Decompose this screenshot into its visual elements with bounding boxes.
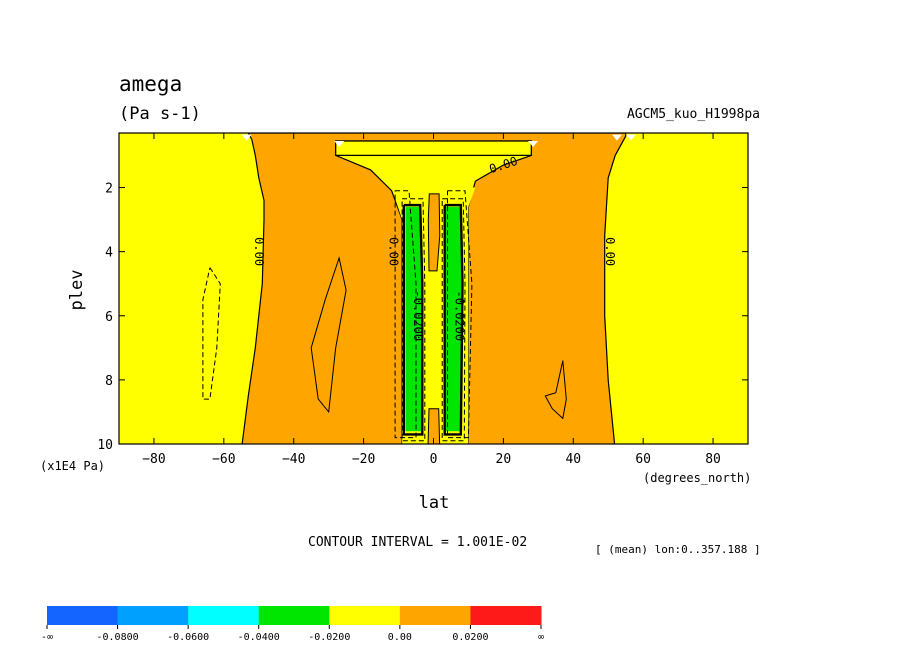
contour-label: 0.00	[603, 237, 617, 266]
top-marker-3	[611, 134, 622, 141]
contour-dashed-left-blob	[202, 267, 221, 400]
x-axis-label: lat	[419, 493, 450, 513]
contour-dashed-outer-left	[394, 190, 417, 439]
y-tick-label: 2	[105, 182, 113, 197]
colorbar-swatch	[329, 606, 401, 625]
contour-thick-left	[402, 203, 424, 436]
mean-info: [ (mean) lon:0..357.188 ]	[595, 543, 761, 556]
contour-thick-right	[443, 203, 464, 436]
y-axis-unit: (x1E4 Pa)	[40, 459, 105, 473]
x-tick-label: −80	[142, 452, 165, 467]
x-axis-unit: (degrees_north)	[643, 471, 751, 485]
contour-label: -0.0200	[453, 291, 467, 342]
colorbar-label: 0.0200	[452, 632, 488, 643]
y-tick-label: 10	[97, 438, 113, 453]
contour-label: -0.0200	[411, 291, 425, 342]
region-top-cap	[335, 140, 532, 156]
colorbar-label: -∞	[41, 632, 53, 643]
dataset-label: AGCM5_kuo_H1998pa	[627, 107, 760, 122]
colorbar-swatch	[47, 606, 119, 625]
x-tick-label: −60	[212, 452, 235, 467]
contour-label: 0.00	[386, 237, 400, 266]
y-axis-label: plev	[67, 270, 87, 311]
colorbar-swatch	[188, 606, 260, 625]
contour-dashed-outer-right	[447, 190, 473, 439]
colorbar-label: -0.0200	[308, 632, 350, 643]
region-green-right	[445, 206, 462, 432]
chart-title: amega	[119, 72, 182, 96]
region-center-strip-bottom	[427, 408, 441, 444]
contour-dashed-inner-left	[401, 198, 426, 442]
contour-dashed-inner-right	[441, 198, 466, 442]
y-tick-label: 8	[105, 374, 113, 389]
x-tick-label: 40	[565, 452, 581, 467]
filled-contours: 0.00 0.00 0.000.00-0.0200 -0.0200	[119, 133, 748, 444]
colorbar-label: -0.0400	[238, 632, 280, 643]
plot-area: 0.00 0.00 0.00 0.00 -0.0200 -0.0200 −80 −60 −40 −…	[41, 132, 749, 643]
contour-loop-right	[544, 360, 567, 420]
colorbar-swatch	[399, 606, 471, 625]
x-tick-label: 60	[635, 452, 651, 467]
contour-loop-left	[310, 256, 347, 414]
colorbar-swatch	[470, 606, 542, 625]
colorbar-label: -0.0600	[167, 632, 209, 643]
top-marker-0	[241, 134, 252, 141]
y-tick-label: 6	[105, 310, 113, 325]
region-green-left	[405, 206, 422, 432]
colorbar-swatch	[258, 606, 330, 625]
contour-interval: CONTOUR INTERVAL = 1.001E-02	[308, 535, 527, 550]
contour-label: 0.00	[252, 237, 266, 266]
x-tick-label: 0	[430, 452, 438, 467]
top-marker-2	[528, 141, 539, 148]
y-tick-label: 4	[105, 246, 113, 261]
x-tick-label: 20	[496, 452, 512, 467]
x-tick-label: 80	[705, 452, 721, 467]
region-center-strip-top	[427, 193, 441, 272]
x-tick-label: −40	[282, 452, 305, 467]
colorbar-label: -0.0800	[96, 632, 138, 643]
colorbar-label: 0.00	[388, 632, 412, 643]
colorbar-label: ∞	[538, 632, 544, 643]
top-marker-4	[625, 134, 636, 141]
top-marker-1	[334, 141, 345, 148]
chart-units: (Pa s-1)	[119, 104, 201, 124]
x-tick-label: −20	[352, 452, 375, 467]
colorbar-swatch	[117, 606, 189, 625]
annotations: amega (Pa s-1) AGCM5_kuo_H1998pa lat (de…	[40, 72, 761, 556]
